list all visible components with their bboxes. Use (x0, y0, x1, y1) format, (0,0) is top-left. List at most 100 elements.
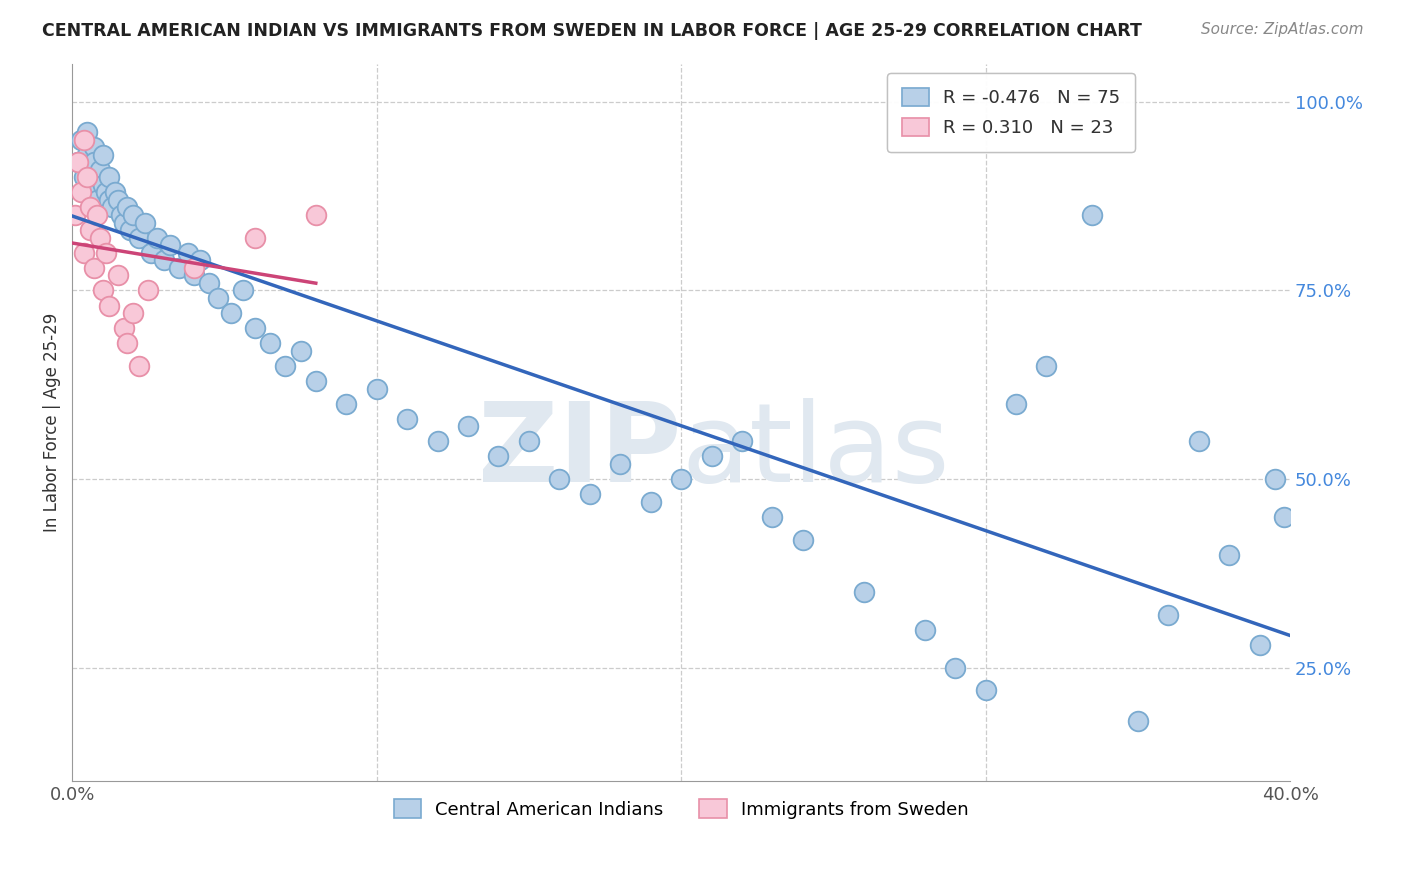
Point (669, 472, 692, 486)
Point (94, 186, 117, 200)
Point (792, 533, 814, 547)
Point (73, 186, 96, 200)
Point (128, 359, 150, 373)
Point (219, 306, 242, 320)
Point (232, 284, 254, 298)
Point (852, 585, 875, 599)
Point (974, 683, 997, 698)
Point (107, 268, 129, 283)
Point (73, 245, 96, 260)
Point (640, 495, 662, 509)
Point (104, 186, 127, 200)
Point (86, 208, 108, 222)
Point (97, 193, 120, 207)
Point (112, 215, 135, 229)
Point (396, 411, 419, 425)
Point (1264, 472, 1286, 486)
Point (167, 260, 190, 275)
Y-axis label: In Labor Force | Age 25-29: In Labor Force | Age 25-29 (44, 313, 60, 533)
Point (141, 245, 163, 260)
Point (1218, 548, 1240, 562)
Point (1035, 359, 1057, 373)
Point (366, 382, 388, 396)
Point (91, 178, 114, 192)
Text: Source: ZipAtlas.com: Source: ZipAtlas.com (1201, 22, 1364, 37)
Point (305, 374, 328, 388)
Point (259, 336, 281, 351)
Point (83, 260, 105, 275)
Point (943, 661, 966, 675)
Point (73, 132, 96, 146)
Point (207, 291, 229, 305)
Point (1126, 714, 1149, 728)
Point (79, 178, 101, 192)
Point (761, 509, 783, 524)
Legend: Central American Indians, Immigrants from Sweden: Central American Indians, Immigrants fro… (387, 792, 976, 826)
Point (86, 170, 108, 185)
Point (426, 434, 449, 449)
Point (578, 487, 600, 501)
Point (1005, 397, 1028, 411)
Point (188, 253, 211, 268)
Text: ZIP: ZIP (478, 398, 681, 505)
Point (91, 284, 114, 298)
Point (177, 245, 200, 260)
Point (65, 208, 87, 222)
Point (183, 260, 205, 275)
Point (1188, 434, 1211, 449)
Point (107, 193, 129, 207)
Point (79, 162, 101, 177)
Point (134, 215, 156, 229)
Point (112, 321, 135, 335)
Point (122, 306, 145, 320)
Point (1157, 607, 1180, 622)
Point (115, 201, 138, 215)
Text: atlas: atlas (681, 398, 949, 505)
Point (1272, 509, 1295, 524)
Point (76, 147, 98, 161)
Point (86, 193, 108, 207)
Point (94, 245, 117, 260)
Point (274, 359, 297, 373)
Point (97, 170, 120, 185)
Point (243, 321, 266, 335)
Point (101, 201, 124, 215)
Point (457, 419, 479, 434)
Point (110, 208, 132, 222)
Point (290, 343, 312, 358)
Point (914, 623, 936, 637)
Point (89, 230, 111, 244)
Point (305, 208, 328, 222)
Point (731, 434, 754, 449)
Text: CENTRAL AMERICAN INDIAN VS IMMIGRANTS FROM SWEDEN IN LABOR FORCE | AGE 25-29 COR: CENTRAL AMERICAN INDIAN VS IMMIGRANTS FR… (42, 22, 1142, 40)
Point (128, 230, 150, 244)
Point (91, 147, 114, 161)
Point (335, 397, 357, 411)
Point (115, 336, 138, 351)
Point (488, 450, 510, 464)
Point (609, 457, 631, 471)
Point (70, 132, 93, 146)
Point (159, 238, 181, 252)
Point (198, 276, 221, 290)
Point (548, 472, 571, 486)
Point (76, 170, 98, 185)
Point (517, 434, 540, 449)
Point (1249, 638, 1271, 652)
Point (70, 186, 93, 200)
Point (67, 155, 90, 169)
Point (243, 230, 266, 244)
Point (79, 201, 101, 215)
Point (83, 155, 105, 169)
Point (138, 284, 160, 298)
Point (83, 140, 105, 154)
Point (183, 268, 205, 283)
Point (67, 155, 90, 169)
Point (73, 170, 96, 185)
Point (152, 253, 174, 268)
Point (120, 223, 142, 237)
Point (122, 208, 145, 222)
Point (76, 125, 98, 139)
Point (146, 230, 169, 244)
Point (1081, 208, 1104, 222)
